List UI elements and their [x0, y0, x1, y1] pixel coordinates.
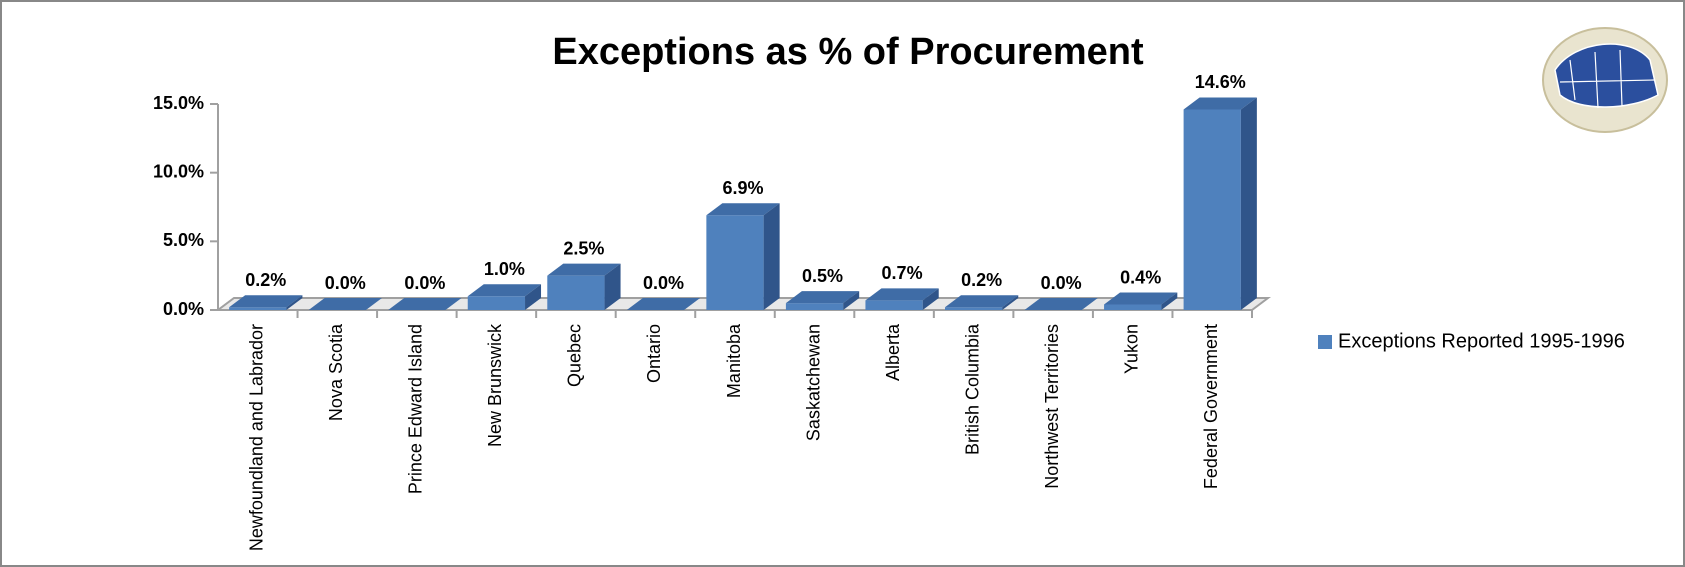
bar-side [525, 284, 542, 310]
x-tick-label: Prince Edward Island [406, 324, 426, 494]
bar-side [763, 203, 780, 310]
x-tick-label: Quebec [565, 324, 585, 387]
bar [865, 300, 923, 310]
bar-top [865, 288, 939, 301]
bar [547, 275, 605, 310]
bar-side [1161, 292, 1178, 310]
bar-side [604, 263, 621, 310]
bar-top [1183, 97, 1257, 110]
legend-swatch [1318, 335, 1332, 349]
bar [1183, 109, 1241, 310]
legend-label: Exceptions Reported 1995-1996 [1338, 330, 1625, 352]
bar-top [388, 298, 462, 310]
bar-side [843, 291, 860, 310]
bar-side [1240, 97, 1257, 310]
value-label: 0.2% [961, 270, 1002, 290]
bar-top [626, 298, 701, 310]
x-tick-label: British Columbia [962, 323, 982, 455]
bar-top [706, 203, 780, 216]
x-tick-label: Alberta [883, 323, 903, 381]
x-tick-label: Nova Scotia [326, 323, 346, 421]
x-tick-label: Ontario [644, 324, 664, 383]
bar [706, 215, 764, 310]
x-tick-label: Saskatchewan [803, 324, 823, 441]
y-tick-label: 0.0% [163, 299, 204, 319]
bar-side [922, 288, 939, 310]
y-tick-label: 10.0% [153, 161, 204, 181]
bar [467, 296, 526, 310]
value-label: 1.0% [484, 259, 525, 279]
bar-top [229, 295, 303, 308]
logo [1542, 27, 1668, 133]
x-tick-label: Newfoundland and Labrador [247, 324, 267, 551]
bar-top [785, 291, 860, 304]
value-label: 0.5% [802, 266, 843, 286]
value-label: 0.2% [245, 270, 286, 290]
bar-top [1024, 298, 1098, 310]
bar-top [944, 295, 1019, 308]
value-label: 0.0% [325, 273, 366, 293]
bar [785, 303, 844, 310]
x-tick-label: Northwest Territories [1042, 324, 1062, 489]
bar [229, 307, 287, 310]
bar-top [547, 263, 621, 276]
value-label: 0.7% [882, 263, 923, 283]
chart-title: Exceptions as % of Procurement [552, 31, 1144, 73]
x-tick-label: Yukon [1121, 324, 1141, 374]
value-label: 14.6% [1195, 72, 1246, 92]
bar-side [1002, 295, 1019, 310]
value-label: 0.0% [1041, 273, 1082, 293]
bar [1104, 304, 1162, 310]
y-tick-label: 15.0% [153, 93, 204, 113]
value-label: 0.4% [1120, 267, 1161, 287]
bar-top [1104, 292, 1178, 305]
y-tick-label: 5.0% [163, 230, 204, 250]
x-tick-label: Manitoba [724, 323, 744, 398]
bar [944, 307, 1003, 310]
value-label: 6.9% [722, 178, 763, 198]
value-label: 0.0% [643, 273, 684, 293]
x-tick-label: Federal Government [1201, 324, 1221, 489]
bar-top [467, 284, 542, 297]
bar-top [308, 298, 382, 310]
bar-side [286, 295, 303, 310]
value-label: 0.0% [404, 273, 445, 293]
x-tick-label: New Brunswick [485, 323, 505, 447]
value-label: 2.5% [563, 238, 604, 258]
